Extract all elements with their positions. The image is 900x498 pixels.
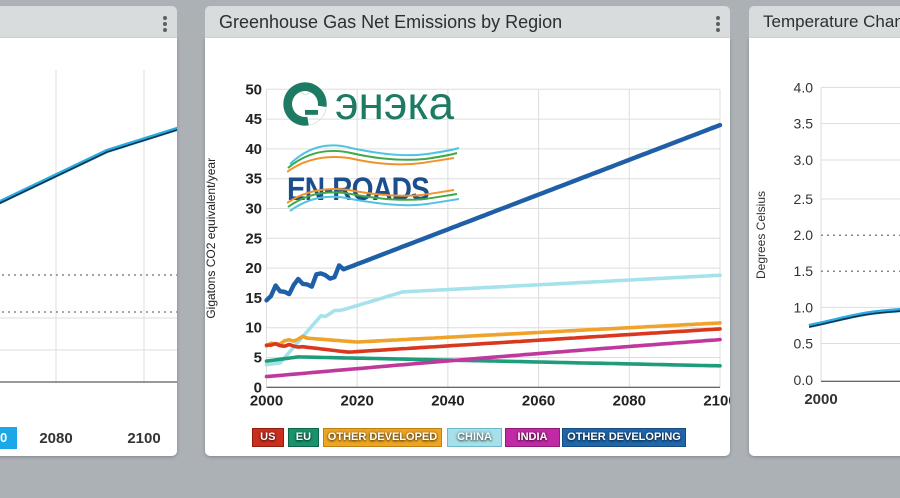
- svg-text:2080: 2080: [39, 430, 72, 447]
- svg-text:4.0: 4.0: [794, 79, 814, 95]
- svg-text:2.5: 2.5: [794, 191, 814, 207]
- svg-text:2100: 2100: [703, 392, 730, 409]
- svg-text:3.0: 3.0: [794, 152, 814, 168]
- svg-text:15: 15: [245, 290, 262, 307]
- svg-text:Gigatons CO2 equivalent/year: Gigatons CO2 equivalent/year: [205, 158, 218, 319]
- svg-text:Degrees Celsius: Degrees Celsius: [754, 191, 768, 279]
- svg-text:20: 20: [245, 260, 262, 277]
- svg-text:2100: 2100: [127, 430, 160, 447]
- svg-text:40: 40: [245, 141, 262, 158]
- svg-text:1.5: 1.5: [794, 263, 814, 279]
- svg-text:2000: 2000: [250, 392, 283, 409]
- svg-text:50: 50: [245, 81, 262, 98]
- svg-text:0.5: 0.5: [794, 336, 814, 352]
- svg-text:2080: 2080: [613, 392, 646, 409]
- svg-text:EN-ROADS: EN-ROADS: [287, 172, 429, 207]
- svg-text:2020: 2020: [341, 392, 374, 409]
- svg-text:5: 5: [254, 350, 262, 367]
- svg-text:35: 35: [245, 171, 262, 188]
- svg-text:2040: 2040: [431, 392, 464, 409]
- svg-text:1.0: 1.0: [794, 299, 814, 315]
- svg-text:30: 30: [245, 201, 262, 218]
- svg-text:25: 25: [245, 230, 262, 247]
- svg-text:2.0: 2.0: [794, 227, 814, 243]
- svg-text:2000: 2000: [804, 391, 837, 408]
- svg-text:3.5: 3.5: [794, 116, 814, 132]
- svg-text:10: 10: [245, 320, 262, 337]
- svg-text:энэка: энэка: [335, 77, 454, 129]
- svg-text:45: 45: [245, 111, 262, 128]
- svg-text:2060: 2060: [522, 392, 555, 409]
- svg-text:0.0: 0.0: [794, 372, 814, 388]
